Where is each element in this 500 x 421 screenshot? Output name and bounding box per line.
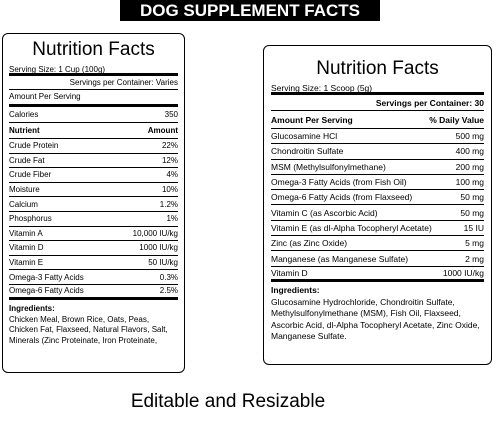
ingredients-label: Ingredients: [9, 303, 55, 313]
nutrient-name: Calcium [9, 199, 38, 209]
nutrient-name: Omega-6 Fatty Acids [9, 286, 84, 296]
nutrient-name: Zinc (as Zinc Oxide) [271, 238, 348, 249]
nutrient-name: Manganese (as Manganese Sulfate) [271, 253, 409, 264]
column-header: Nutrient [9, 126, 40, 135]
nutrient-name: Crude Fat [9, 155, 45, 165]
nutrient-row: Zinc (as Zinc Oxide) 5 mg [271, 236, 484, 252]
nutrient-row: Vitamin E (as dl-Alpha Tocopheryl Acetat… [271, 221, 484, 237]
banner: DOG SUPPLEMENT FACTS [120, 0, 380, 21]
nutrient-rows: Glucosamine HCl 500 mg Chondroitin Sulfate… [271, 129, 484, 282]
nutrient-row: Omega-6 Fatty Acids 2.5% [9, 285, 178, 300]
nutrient-name: Vitamin D [271, 267, 308, 278]
amount-per-serving: Amount Per Serving [9, 90, 178, 107]
nutrient-name: Vitamin E (as dl-Alpha Tocopheryl Acetat… [271, 222, 432, 233]
nutrient-name: Crude Fiber [9, 170, 52, 180]
column-header: Amount [147, 126, 178, 135]
nutrient-row: Crude Fat 12% [9, 154, 178, 169]
nutrient-row: Vitamin E 50 IU/kg [9, 256, 178, 271]
nutrient-amount: 5 mg [465, 238, 484, 249]
nutrient-amount: 22% [161, 141, 178, 151]
nutrient-name: MSM (Methylsulfonylmethane) [271, 161, 386, 172]
nutrient-row: Manganese (as Manganese Sulfate) 2 mg [271, 251, 484, 267]
nutrient-name: Glucosamine HCl [271, 131, 338, 142]
ingredients-text: Chicken Meal, Brown Rice, Oats, Peas, Ch… [9, 314, 168, 345]
nutrient-amount: 10,000 IU/kg [132, 228, 178, 238]
nutrient-row: Moisture 10% [9, 183, 178, 198]
column-headers: Amount Per Serving % Daily Value [271, 111, 484, 129]
ingredients-label: Ingredients: [271, 284, 320, 295]
serving-size: Serving Size: 1 Cup (100g) [9, 63, 178, 76]
column-header: Amount Per Serving [271, 114, 353, 125]
nutrient-name: Crude Protein [9, 141, 59, 151]
nutrient-amount: 1000 IU/kg [139, 243, 178, 253]
nutrient-row: Crude Fiber 4% [9, 168, 178, 183]
label-panel: Nutrition Facts Serving Size: 1 Scoop (5… [263, 45, 492, 365]
nutrient-name: Chondroitin Sulfate [271, 146, 344, 157]
nutrient-amount: 1.2% [159, 199, 178, 209]
nutrient-amount: 2 mg [465, 253, 484, 264]
nutrient-name: Omega-6 Fatty Acids (from Flaxseed) [271, 192, 413, 203]
nutrient-amount: 50 IU/kg [148, 258, 178, 268]
nutrient-amount: 0.3% [159, 272, 178, 282]
label-panel: Nutrition Facts Serving Size: 1 Cup (100… [2, 33, 185, 373]
nutrient-name: Moisture [9, 185, 40, 195]
nutrient-amount: 200 mg [455, 161, 484, 172]
nutrient-row: Glucosamine HCl 500 mg [271, 129, 484, 145]
nutrient-amount: 4% [166, 170, 178, 180]
calories-label: Calories [9, 110, 39, 119]
nutrient-amount: 2.5% [159, 286, 178, 296]
column-header: % Daily Value [429, 114, 484, 125]
nutrient-row: Phosphorus 1% [9, 212, 178, 227]
panel-title: Nutrition Facts [32, 39, 155, 60]
nutrient-name: Vitamin C (as Ascorbic Acid) [271, 207, 378, 218]
nutrient-amount: 1000 IU/kg [442, 267, 484, 278]
column-headers: Nutrient Amount [9, 123, 178, 139]
nutrient-row: Vitamin C (as Ascorbic Acid) 50 mg [271, 205, 484, 221]
nutrient-row: MSM (Methylsulfonylmethane) 200 mg [271, 160, 484, 175]
nutrient-row: Omega-6 Fatty Acids (from Flaxseed) 50 mg [271, 190, 484, 206]
nutrient-row: Omega-3 Fatty Acids 0.3% [9, 270, 178, 285]
nutrient-amount: 400 mg [455, 146, 484, 157]
nutrient-amount: 50 mg [460, 207, 484, 218]
nutrient-row: Crude Protein 22% [9, 139, 178, 154]
nutrient-amount: 15 IU [463, 222, 484, 233]
nutrient-row: Omega-3 Fatty Acids (from Fish Oil) 100 m… [271, 175, 484, 191]
serving-size: Serving Size: 1 Scoop (5g) [271, 82, 484, 95]
nutrient-row: Vitamin D 1000 IU/kg [9, 241, 178, 256]
nutrient-row: Calcium 1.2% [9, 197, 178, 212]
nutrient-name: Vitamin E [9, 258, 44, 268]
nutrient-amount: 1% [166, 214, 178, 224]
nutrient-name: Omega-3 Fatty Acids (from Fish Oil) [271, 177, 407, 188]
nutrient-amount: 50 mg [460, 192, 484, 203]
footer-caption: Editable and Resizable [130, 391, 326, 412]
nutrient-row: Chondroitin Sulfate 400 mg [271, 144, 484, 160]
nutrient-row: Vitamin D 1000 IU/kg [271, 267, 484, 282]
nutrient-row: Vitamin A 10,000 IU/kg [9, 227, 178, 242]
panel-title: Nutrition Facts [316, 58, 439, 79]
nutrient-amount: 500 mg [455, 131, 484, 142]
servings-per-container: Servings per Container: 30 [271, 95, 484, 111]
nutrient-name: Phosphorus [9, 214, 52, 224]
nutrient-amount: 100 mg [455, 177, 484, 188]
nutrient-amount: 10% [161, 185, 178, 195]
nutrient-rows: Crude Protein 22% Crude Fat 12% Crude Fiber 4… [9, 139, 178, 300]
calories-row: Calories 350 [9, 107, 178, 123]
nutrient-name: Omega-3 Fatty Acids [9, 272, 84, 282]
nutrient-amount: 12% [161, 155, 178, 165]
servings-per-container: Servings per Container: Varies [9, 76, 178, 90]
nutrient-name: Vitamin A [9, 228, 43, 238]
ingredients-text: Glucosamine Hydrochloride, Chondroitin S… [271, 296, 480, 342]
calories-value: 350 [164, 110, 178, 119]
nutrient-name: Vitamin D [9, 243, 44, 253]
